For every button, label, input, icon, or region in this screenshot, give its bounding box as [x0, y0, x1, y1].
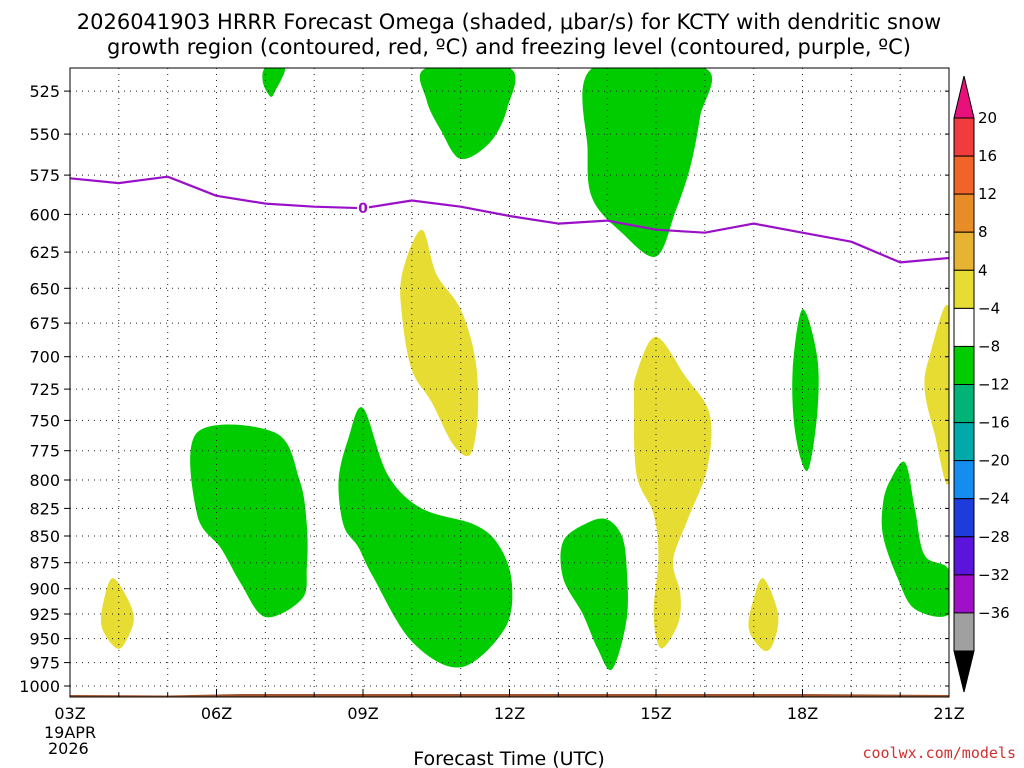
omega-region — [262, 68, 286, 97]
omega-shading — [100, 68, 949, 671]
colorbar-label: 12 — [978, 185, 997, 203]
gridlines — [70, 68, 949, 697]
omega-region — [400, 229, 479, 457]
colorbar-label: −16 — [978, 414, 1010, 432]
x-axis: 03Z 06Z 09Z 12Z 15Z 18Z 21Z — [54, 689, 965, 723]
colorbar-segment — [953, 345, 975, 385]
y-tick-label: 750 — [29, 411, 60, 430]
colorbar-label: −28 — [978, 528, 1010, 546]
date-day-label: 19APR — [44, 723, 96, 742]
y-tick-label: 975 — [29, 654, 60, 673]
omega-region — [582, 68, 713, 257]
chart-title-line-1: 2026041903 HRRR Forecast Omega (shaded, … — [77, 10, 941, 34]
y-tick-label: 575 — [29, 166, 60, 185]
colorbar-segment — [953, 269, 975, 309]
credit-label: coolwx.com/models — [862, 744, 1016, 762]
colorbar-label: −32 — [978, 566, 1010, 584]
y-tick-label: 825 — [29, 499, 60, 518]
freezing-level-line — [70, 175, 949, 264]
omega-region — [748, 578, 779, 652]
y-tick-label: 925 — [29, 605, 60, 624]
y-tick-label: 800 — [29, 471, 60, 490]
x-tick-label: 09Z — [347, 704, 378, 723]
colorbar-segment — [953, 422, 975, 462]
colorbar-label: −4 — [978, 299, 1000, 317]
colorbar-segment — [953, 193, 975, 233]
date-year-label: 2026 — [48, 739, 89, 758]
x-tick-label: 21Z — [933, 704, 964, 723]
colorbar-segment — [953, 155, 975, 195]
freezing-level-label: 0 — [358, 201, 368, 217]
x-tick-label: 15Z — [640, 704, 671, 723]
colorbar-label: 20 — [978, 109, 997, 127]
colorbar-segment — [953, 307, 975, 347]
colorbar-label: −20 — [978, 452, 1010, 470]
y-tick-label: 525 — [29, 82, 60, 101]
omega-region — [190, 424, 308, 618]
y-tick-label: 550 — [29, 125, 60, 144]
y-tick-label: 1000 — [19, 677, 60, 696]
plot-area: 0 — [69, 67, 950, 698]
omega-region — [100, 578, 134, 649]
colorbar-label: 16 — [978, 147, 997, 165]
y-tick-label: 950 — [29, 630, 60, 649]
y-tick-label: 875 — [29, 554, 60, 573]
colorbar-label: −36 — [978, 604, 1010, 622]
y-tick-label: 725 — [29, 380, 60, 399]
freezing-level-layer: 0 — [70, 175, 949, 264]
colorbar-top-arrow — [953, 75, 975, 119]
chart-title-line-2: growth region (contoured, red, ºC) and f… — [107, 35, 911, 59]
omega-region — [560, 518, 628, 671]
freezing-level-label-bg — [357, 200, 369, 216]
y-tick-label: 700 — [29, 348, 60, 367]
colorbar-segment — [953, 612, 975, 652]
omega-region — [633, 336, 712, 649]
x-tick-label: 06Z — [201, 704, 232, 723]
y-tick-label: 650 — [29, 279, 60, 298]
colorbar-segment — [953, 384, 975, 424]
x-tick-label: 03Z — [54, 704, 85, 723]
omega-region — [338, 407, 513, 668]
colorbar-segment — [953, 231, 975, 271]
colorbar: 20 16 12 8 4 −4 −8 −12 −16 −20 −24 −28 −32 −36 — [953, 75, 1010, 693]
y-tick-label: 675 — [29, 314, 60, 333]
colorbar-segment — [953, 536, 975, 576]
y-tick-label: 625 — [29, 243, 60, 262]
colorbar-bottom-arrow — [953, 650, 975, 693]
x-tick-label: 12Z — [494, 704, 525, 723]
omega-region — [792, 309, 819, 471]
colorbar-label: 8 — [978, 223, 988, 241]
y-tick-label: 900 — [29, 580, 60, 599]
colorbar-segment — [953, 574, 975, 614]
omega-region — [419, 68, 516, 160]
colorbar-segment — [953, 117, 975, 157]
y-tick-label: 600 — [29, 205, 60, 224]
colorbar-label: 4 — [978, 261, 988, 279]
colorbar-label: −8 — [978, 337, 1000, 355]
colorbar-segment — [953, 460, 975, 500]
colorbar-label: −24 — [978, 490, 1010, 508]
colorbar-segment — [953, 498, 975, 538]
x-axis-label: Forecast Time (UTC) — [413, 748, 604, 768]
y-axis: 525 550 575 600 625 650 675 700 725 750 775 800 825 8… — [19, 82, 949, 696]
omega-region — [924, 305, 949, 485]
omega-region — [881, 461, 949, 617]
y-tick-label: 850 — [29, 527, 60, 546]
colorbar-label: −12 — [978, 376, 1010, 394]
y-tick-label: 775 — [29, 442, 60, 461]
x-tick-label: 18Z — [787, 704, 818, 723]
